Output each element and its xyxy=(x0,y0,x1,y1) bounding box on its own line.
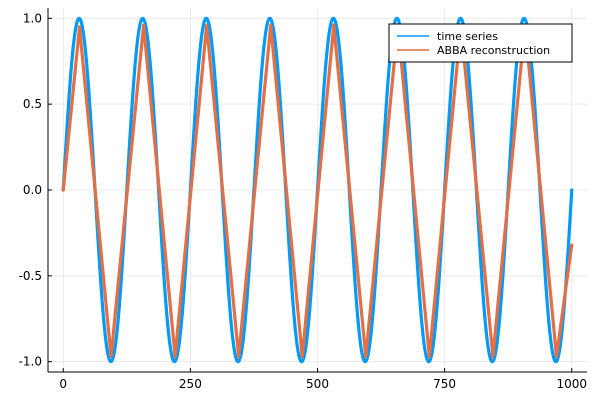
x-tick-label-0: 0 xyxy=(59,377,67,391)
y-tick-label-1: -0.5 xyxy=(19,269,42,283)
legend-label-abba-reconstruction: ABBA reconstruction xyxy=(437,44,550,57)
x-tick-label-2: 500 xyxy=(306,377,329,391)
legend-label-time-series: time series xyxy=(437,30,498,43)
y-tick-label-0: -1.0 xyxy=(19,355,42,369)
legend: time series ABBA reconstruction xyxy=(388,23,573,63)
x-tick-label-3: 750 xyxy=(433,377,456,391)
y-tick-label-4: 1.0 xyxy=(23,11,42,25)
series-line-abba-reconstruction xyxy=(61,23,574,359)
y-tick-label-3: 0.5 xyxy=(23,97,42,111)
x-tick-label-1: 250 xyxy=(179,377,202,391)
legend-box xyxy=(388,23,573,63)
x-tick-label-4: 1000 xyxy=(556,377,587,391)
series-lines xyxy=(61,16,574,364)
y-tick-label-2: 0.0 xyxy=(23,183,42,197)
axes: 0 250 500 750 1000 -1.0 -0.5 0.0 0.5 1.0 xyxy=(19,8,587,391)
